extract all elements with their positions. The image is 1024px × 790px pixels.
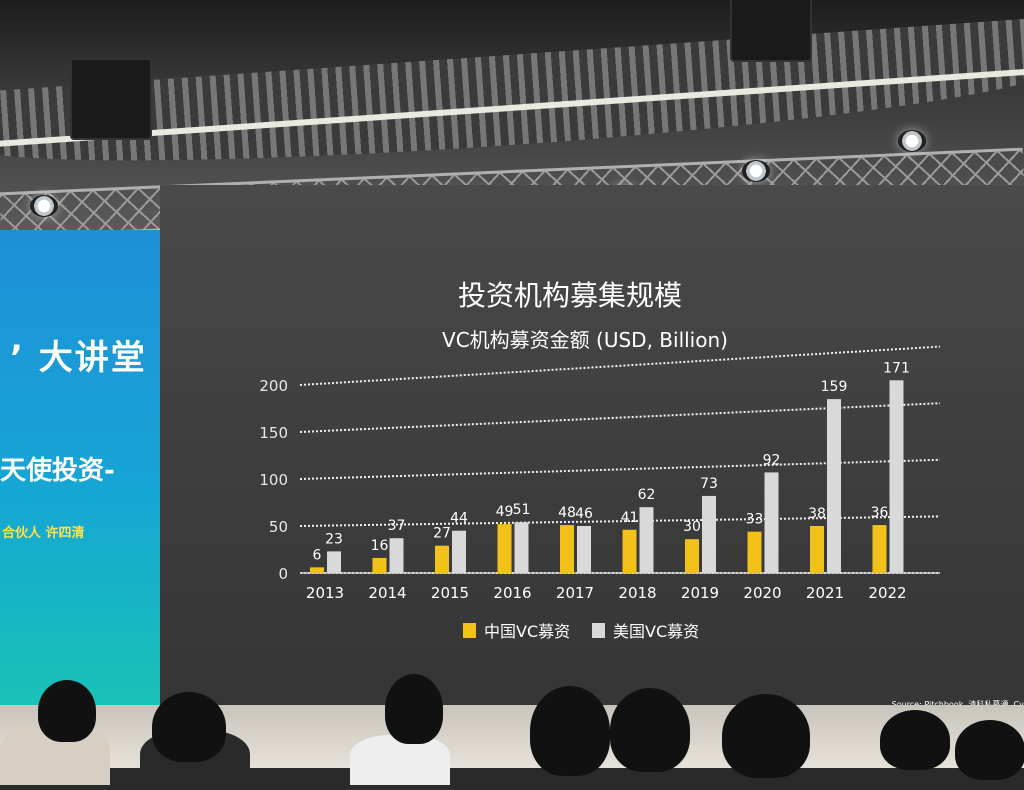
audience-head [152,692,226,762]
bars [310,380,904,573]
bar-china-2016 [497,524,512,573]
bar-usa-2014 [389,538,404,573]
y-tick-label: 200 [259,377,288,395]
audience-head [530,686,610,776]
y-tick-label: 150 [259,424,288,442]
bar-china-2020 [747,531,762,573]
main-presentation-screen: 投资机构募集规模 VC机构募资金额 (USD, Billion) 0 50 100 1… [160,185,1024,715]
label-usa-2018: 62 [638,487,656,503]
bar-china-2022 [872,525,887,573]
audience-head [955,720,1024,780]
bar-china-2021 [810,526,824,573]
speaker-right [730,0,812,62]
slide-chart: 投资机构募集规模 VC机构募资金额 (USD, Billion) 0 50 100 1… [259,279,1024,709]
label-china-2018: 41 [621,510,639,526]
x-tick-label: 2018 [618,584,656,602]
legend: 中国VC募资 美国VC募资 [463,622,699,641]
legend-label-usa: 美国VC募资 [613,622,699,641]
label-china-2020: 33 [746,512,764,528]
left-screen-title: ’ 大讲堂 [10,338,147,378]
label-china-2016: 49 [496,504,514,520]
legend-swatch-china [463,623,476,638]
x-tick-label: 2021 [806,584,844,602]
x-tick-label: 2020 [743,584,781,602]
label-usa-2021: 159 [821,379,848,395]
label-usa-2020: 92 [763,452,781,468]
grid-line [299,458,941,480]
label-usa-2013: 23 [325,531,343,547]
y-tick-label: 100 [259,471,288,489]
x-tick-label: 2016 [493,584,531,602]
label-china-2021: 38 [808,506,826,522]
bar-usa-2013 [327,551,341,573]
x-tick-label: 2014 [368,584,406,602]
label-usa-2017: 46 [575,506,593,522]
grid-line [299,345,941,386]
audience-head [610,688,690,772]
label-usa-2015: 44 [450,511,468,527]
label-china-2017: 48 [558,505,576,521]
bar-usa-2019 [702,495,716,573]
label-china-2014: 16 [371,538,389,554]
bar-usa-2022 [889,380,904,573]
x-tick-labels: 2013 2014 2015 2016 2017 2018 2019 2020 2021 2022 [306,584,907,602]
x-tick-label: 2015 [431,584,469,602]
audience-head [880,710,950,770]
audience-head [385,674,443,744]
left-side-screen: ’ 大讲堂 天使投资- 合伙人 许四清 [0,230,178,710]
speaker-left [70,58,152,140]
y-tick-labels: 0 50 100 150 200 [259,377,288,583]
label-china-2022: 36 [871,505,889,521]
stage-light [30,195,58,217]
x-tick-label: 2022 [868,584,906,602]
label-usa-2014: 37 [388,518,406,534]
label-usa-2019: 73 [700,476,718,492]
bar-usa-2016 [514,522,529,573]
bar-china-2017 [560,525,574,573]
bar-china-2013 [310,567,324,573]
bar-usa-2015 [452,530,466,573]
legend-swatch-usa [592,623,605,638]
bar-usa-2017 [577,526,591,573]
bar-china-2019 [685,539,699,573]
chart-title: VC机构募资金额 (USD, Billion) [442,328,728,352]
left-screen-speaker: 合伙人 许四清 [2,526,85,541]
stage-light [742,160,770,182]
slide-title: 投资机构募集规模 [458,279,682,312]
label-usa-2016: 51 [513,502,531,518]
x-tick-label: 2017 [556,584,594,602]
bar-usa-2020 [764,472,779,573]
stage-light [898,130,926,152]
audience-heads [0,674,1024,790]
bar-usa-2018 [639,507,654,573]
left-screen-subtitle: 天使投资- [0,456,115,486]
x-tick-label: 2013 [306,584,344,602]
label-china-2015: 27 [433,526,451,542]
legend-label-china: 中国VC募资 [484,622,570,641]
label-china-2019: 30 [683,519,701,535]
x-tick-label: 2019 [681,584,719,602]
bar-usa-2021 [827,399,841,573]
source-note: Source: Pitchbook, 清科私募通, Cvs [892,699,1024,709]
label-china-2013: 6 [313,547,322,563]
bar-china-2018 [622,529,637,573]
y-tick-label: 0 [278,565,288,583]
bar-china-2015 [435,545,449,573]
grid-line [299,402,941,433]
label-usa-2022: 171 [883,360,910,376]
bar-china-2014 [372,557,387,573]
y-tick-label: 50 [269,518,288,536]
audience-head [722,694,810,778]
audience-head [38,680,96,742]
